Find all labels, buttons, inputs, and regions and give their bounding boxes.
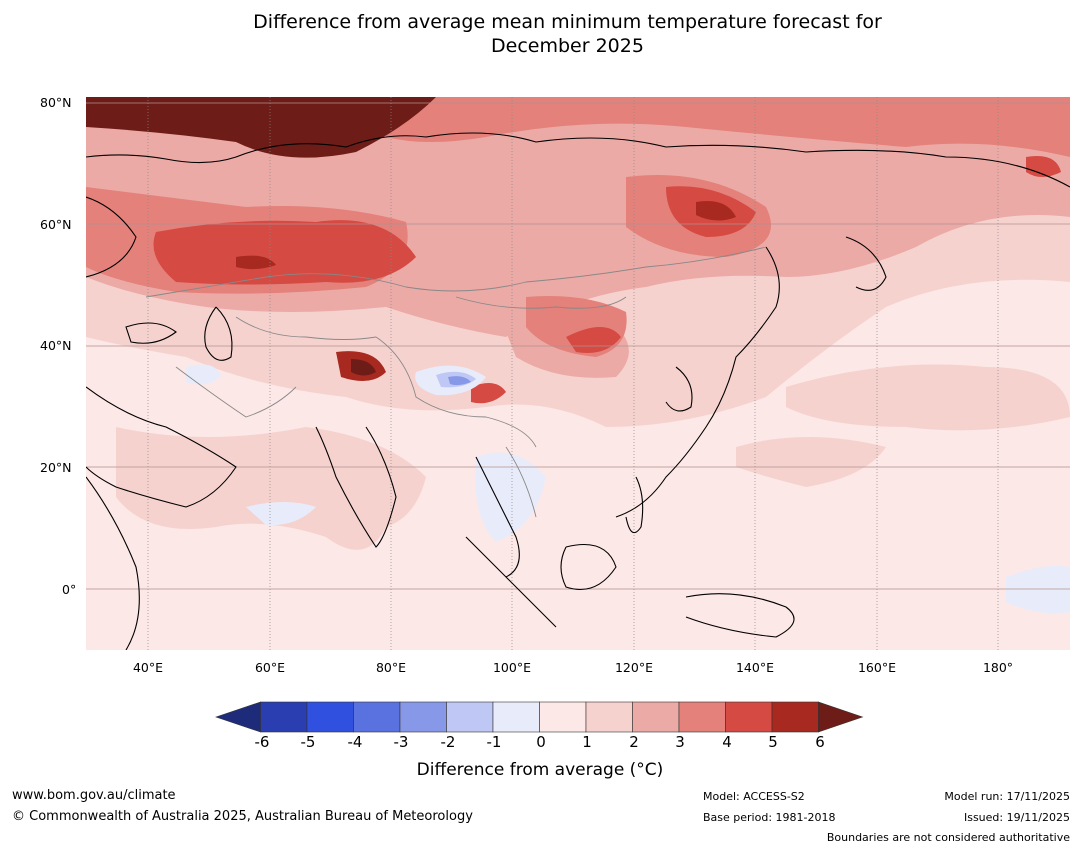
colorbar-swatches bbox=[215, 701, 864, 733]
contour-gt6-westchina bbox=[351, 359, 376, 376]
lon-label-60e: 60°E bbox=[254, 660, 286, 675]
colorbar-swatch bbox=[446, 701, 494, 733]
issued-text: Issued: 19/11/2025 bbox=[963, 811, 1070, 824]
coast-borneo bbox=[560, 543, 617, 591]
base-period-text: Base period: 1981-2018 bbox=[703, 811, 836, 824]
colorbar-swatch bbox=[260, 701, 308, 733]
contour-5-6-ural bbox=[236, 255, 276, 270]
contour-cool-caspian bbox=[186, 364, 221, 385]
colorbar bbox=[215, 701, 864, 733]
contour-cool-indochina bbox=[475, 452, 546, 542]
colorbar-label: Difference from average (°C) bbox=[416, 760, 664, 780]
colorbar-swatch bbox=[539, 701, 587, 733]
contour-cool-arabian-sea bbox=[246, 502, 316, 526]
coastlines bbox=[86, 132, 1070, 650]
parallel-gridlines bbox=[86, 102, 1070, 590]
colorbar-tick: 1 bbox=[582, 733, 592, 751]
lat-label-20n: 20°N bbox=[40, 460, 72, 475]
coast-caspian bbox=[204, 306, 233, 361]
lon-label-40e: 40°E bbox=[132, 660, 164, 675]
border-iran bbox=[175, 366, 297, 418]
colorbar-tick: 3 bbox=[675, 733, 685, 751]
coast-africa bbox=[86, 476, 140, 650]
title-line-1: Difference from average mean minimum tem… bbox=[253, 11, 882, 33]
colorbar-swatch bbox=[306, 701, 354, 733]
colorbar-tick: 0 bbox=[536, 733, 546, 751]
website-link[interactable]: www.bom.gov.au/climate bbox=[12, 788, 176, 803]
colorbar-tick: 4 bbox=[722, 733, 732, 751]
colorbar-tick: 6 bbox=[815, 733, 825, 751]
coast-india bbox=[315, 426, 397, 548]
lat-label-40n: 40°N bbox=[40, 338, 72, 353]
contour-1-2-india bbox=[116, 427, 426, 550]
colorbar-tick: 2 bbox=[629, 733, 639, 751]
coast-japan bbox=[665, 366, 693, 412]
contour-gt6-arctic bbox=[86, 97, 436, 158]
lat-label-80n: 80°N bbox=[40, 95, 72, 110]
lon-label-100e: 100°E bbox=[492, 660, 531, 675]
colorbar-tick: -3 bbox=[393, 733, 409, 751]
colorbar-swatch-below-min bbox=[215, 701, 261, 733]
lon-label-80e: 80°E bbox=[375, 660, 407, 675]
colorbar-swatch bbox=[399, 701, 447, 733]
meridian-gridlines bbox=[147, 97, 999, 650]
contour-cool-pacific bbox=[1006, 565, 1070, 614]
contour-cool-tibet-2 bbox=[448, 376, 471, 386]
contour-4-5-china bbox=[566, 327, 621, 353]
coast-philippines bbox=[625, 476, 644, 534]
border-central-asia bbox=[235, 316, 377, 340]
lat-label-60n: 60°N bbox=[40, 217, 72, 232]
colorbar-tick: -6 bbox=[254, 733, 270, 751]
coast-sumatra bbox=[465, 536, 557, 628]
lon-label-160e: 160°E bbox=[857, 660, 896, 675]
coast-black-sea bbox=[125, 322, 177, 344]
colorbar-tick: -4 bbox=[347, 733, 363, 751]
coast-europe bbox=[86, 196, 137, 278]
lon-label-140e: 140°E bbox=[735, 660, 774, 675]
lon-label-120e: 120°E bbox=[614, 660, 653, 675]
border-china-west bbox=[375, 336, 537, 448]
coast-arctic bbox=[86, 132, 1070, 188]
border-russia-south bbox=[145, 246, 767, 298]
colorbar-swatch-above-max bbox=[818, 701, 864, 733]
colorbar-swatch bbox=[725, 701, 773, 733]
coast-new-guinea bbox=[685, 593, 795, 638]
colorbar-tick: -1 bbox=[486, 733, 502, 751]
copyright-text: © Commonwealth of Australia 2025, Austra… bbox=[12, 809, 473, 824]
contour-5-6-siberia bbox=[696, 201, 736, 221]
contour-1-2-subtropics bbox=[736, 437, 886, 487]
colorbar-swatch bbox=[771, 701, 819, 733]
colorbar-swatch bbox=[585, 701, 633, 733]
chart-title: Difference from average mean minimum tem… bbox=[0, 10, 1081, 58]
title-line-2: December 2025 bbox=[491, 35, 644, 57]
contour-1-2-pacific bbox=[786, 364, 1070, 431]
colorbar-swatch bbox=[678, 701, 726, 733]
coast-indochina bbox=[475, 456, 520, 578]
colorbar-swatch bbox=[632, 701, 680, 733]
model-run-text: Model run: 17/11/2025 bbox=[944, 790, 1070, 803]
country-borders bbox=[145, 246, 767, 518]
lat-label-0: 0° bbox=[62, 582, 77, 597]
colorbar-tick: -5 bbox=[300, 733, 316, 751]
forecast-map bbox=[86, 97, 1070, 650]
contour-4-5-europe bbox=[153, 220, 416, 285]
colorbar-tick: -2 bbox=[440, 733, 456, 751]
colorbar-tick: 5 bbox=[768, 733, 778, 751]
colorbar-swatch bbox=[492, 701, 540, 733]
colorbar-swatch bbox=[353, 701, 401, 733]
coast-pacific-east bbox=[615, 246, 780, 518]
contour-3-4-arctic bbox=[386, 97, 1070, 157]
lon-label-180: 180° bbox=[982, 660, 1014, 675]
border-mongolia bbox=[455, 296, 627, 309]
coast-arabia bbox=[86, 386, 237, 508]
disclaimer-text: Boundaries are not considered authoritat… bbox=[826, 831, 1070, 844]
border-indochina bbox=[505, 446, 537, 518]
model-text: Model: ACCESS-S2 bbox=[703, 790, 805, 803]
contour-4-5-tibet bbox=[471, 383, 506, 404]
coast-kamchatka bbox=[845, 236, 887, 291]
anomaly-contours bbox=[86, 97, 1070, 614]
